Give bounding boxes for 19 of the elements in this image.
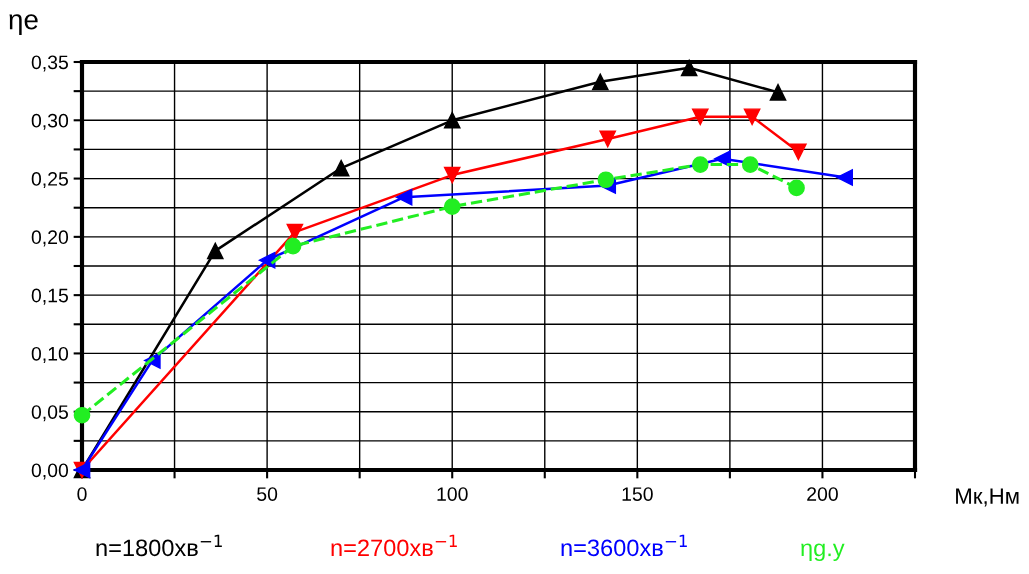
y-tick-label: 0,35 <box>31 55 68 72</box>
y-tick-label: 0,20 <box>31 230 69 247</box>
x-tick-label: 150 <box>622 487 653 501</box>
x-tick-label: 200 <box>807 487 838 501</box>
text: n=1800хв$^{−1}$ <box>96 534 222 557</box>
text: n=2700хв$^{−1}$ <box>331 534 457 557</box>
y-tick-label: 0,00 <box>31 463 69 480</box>
y-tick-label: 0,25 <box>31 172 68 189</box>
x-tick-label: 0 <box>77 487 87 501</box>
text: n=3600хв$^{−1}$ <box>561 534 687 557</box>
text: ηg.y <box>801 543 845 562</box>
x-tick-label: 50 <box>257 487 278 501</box>
y-tick-label: 0,05 <box>31 405 68 422</box>
y-tick-label: 0,15 <box>31 288 68 305</box>
y-tick-label: 0,30 <box>31 113 69 130</box>
y-axis-title: ηe <box>9 14 38 35</box>
x-tick-label: 100 <box>437 487 468 501</box>
y-tick-label: 0,10 <box>31 346 69 363</box>
x-axis-title: Мк,Нм <box>956 488 1019 507</box>
